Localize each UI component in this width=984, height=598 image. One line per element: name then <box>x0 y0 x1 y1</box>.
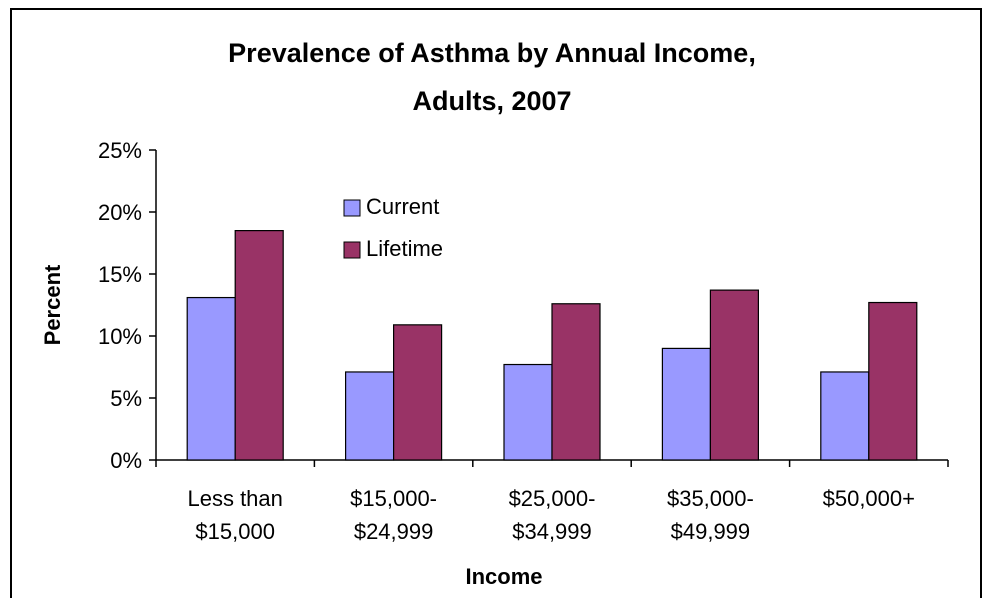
x-tick-label: $35,000- <box>667 486 754 511</box>
y-tick-label: 15% <box>98 262 142 287</box>
bar-current <box>345 371 395 461</box>
y-tick-label: 10% <box>98 324 142 349</box>
y-tick-label: 5% <box>110 386 142 411</box>
chart-title-line2: Adults, 2007 <box>412 86 572 116</box>
y-tick-label: 20% <box>98 200 142 225</box>
bar-lifetime <box>868 301 918 461</box>
x-tick-label: $24,999 <box>354 519 434 544</box>
bar-lifetime <box>551 303 601 461</box>
legend-swatch-current <box>343 199 361 217</box>
x-tick-label: $25,000- <box>509 486 596 511</box>
chart-title-line1: Prevalence of Asthma by Annual Income, <box>228 38 756 68</box>
y-tick-label: 0% <box>110 448 142 473</box>
x-axis-title: Income <box>465 564 542 589</box>
bar-lifetime <box>234 230 284 461</box>
bar-current <box>661 347 712 461</box>
y-tick-label: 25% <box>98 138 142 163</box>
x-tick-label: $15,000- <box>350 486 437 511</box>
x-tick-label: Less than <box>187 486 282 511</box>
bar-current <box>820 371 870 461</box>
bar-current <box>503 363 553 461</box>
bar-current <box>186 296 236 461</box>
x-tick-label: $34,999 <box>512 519 592 544</box>
chart-frame <box>10 8 982 598</box>
legend-label-lifetime: Lifetime <box>366 236 443 261</box>
legend-swatch-lifetime <box>343 241 361 259</box>
bar-lifetime <box>393 324 443 461</box>
x-tick-label: $15,000 <box>195 519 275 544</box>
bar-lifetime <box>709 289 760 461</box>
y-axis-title: Percent <box>40 264 65 345</box>
legend-label-current: Current <box>366 194 439 219</box>
x-tick-label: $49,999 <box>671 519 751 544</box>
x-tick-label: $50,000+ <box>823 486 915 511</box>
